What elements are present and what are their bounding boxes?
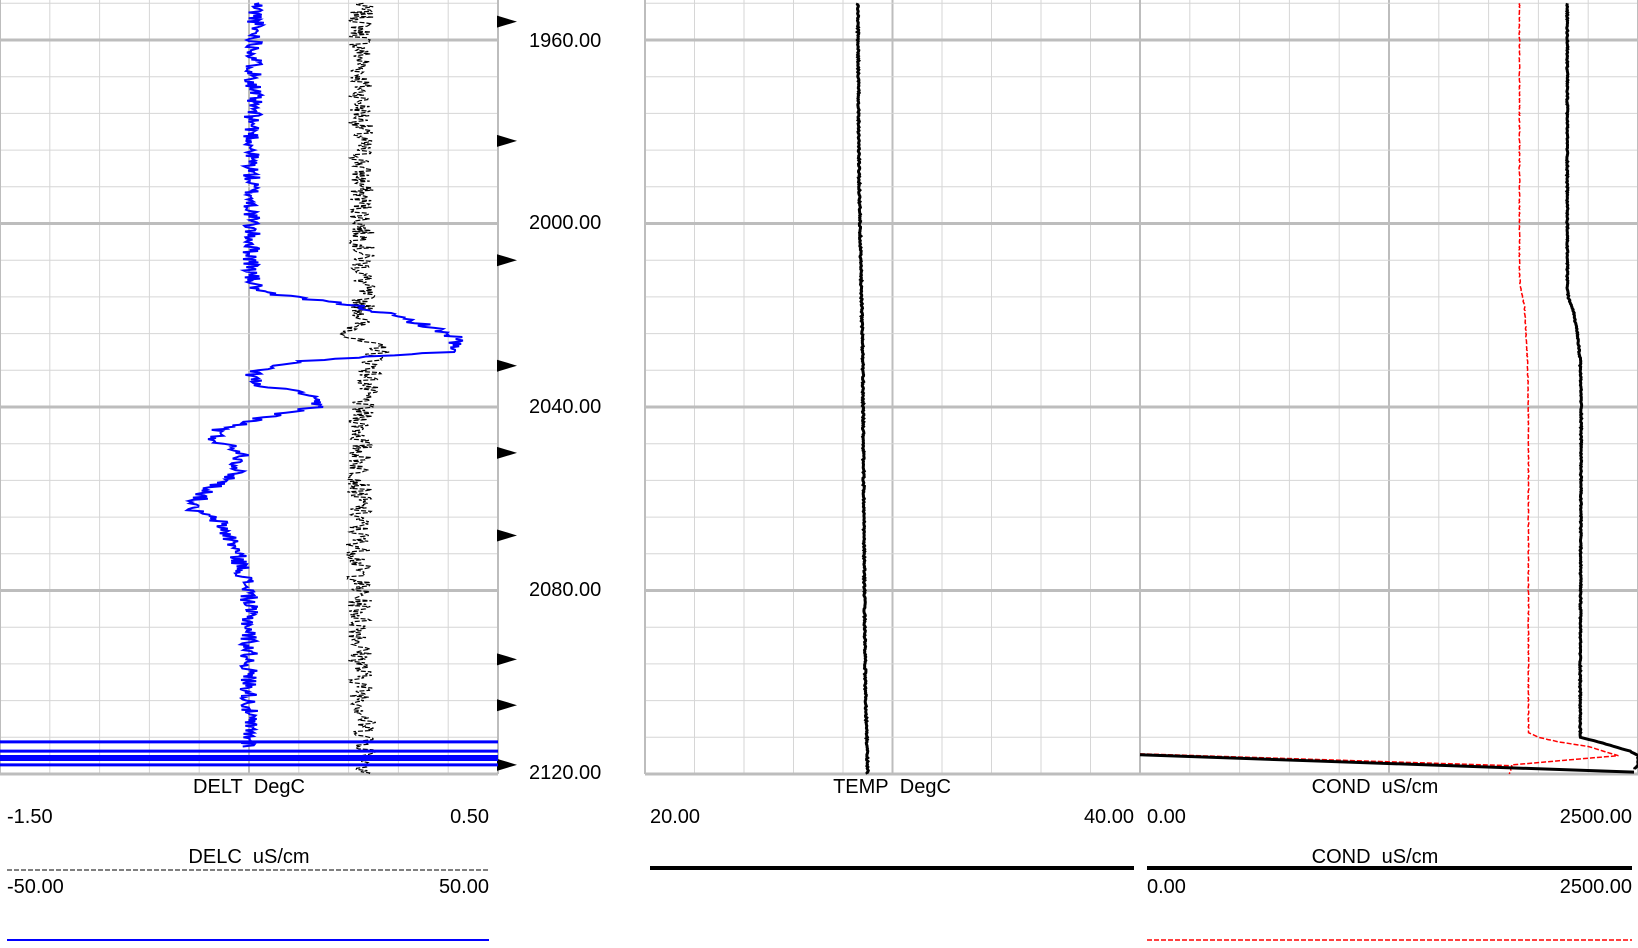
delt-curve xyxy=(339,2,390,775)
cond-curve xyxy=(1508,3,1619,775)
cond-curve xyxy=(1564,2,1638,770)
temp-scale-right: 40.00 xyxy=(1083,806,1134,828)
depth-tick-label: 2080.00 xyxy=(529,579,602,601)
depth-tick-label: 2000.00 xyxy=(529,212,602,234)
depth-marker-triangle xyxy=(497,653,517,666)
depth-marker-triangle xyxy=(497,446,517,459)
depth-marker-triangle xyxy=(497,134,517,147)
depth-tick-label: 2120.00 xyxy=(529,762,602,784)
cond-red-curve-mnemonic: COND uS/cm xyxy=(1311,846,1439,868)
cond-red-scale-left: 0.00 xyxy=(1147,876,1186,898)
delc-curve xyxy=(184,2,464,748)
cond-bottom-sweep xyxy=(1139,753,1635,774)
temp-curve-mnemonic: TEMP DegC xyxy=(833,776,951,798)
depth-marker-triangle xyxy=(497,15,517,28)
cond-red-scale-right: 2500.00 xyxy=(1559,876,1632,898)
delt-scale-right: 0.50 xyxy=(450,806,489,828)
temp-curve xyxy=(854,2,870,775)
delc-curve-mnemonic: DELC uS/cm xyxy=(188,846,310,868)
delc-scale-left: -50.00 xyxy=(7,876,64,898)
cond-bottom-sweep xyxy=(1139,753,1513,767)
cond-curve-mnemonic: COND uS/cm xyxy=(1311,776,1439,798)
temp-scale-left: 20.00 xyxy=(650,806,701,828)
cond-scale-left: 0.00 xyxy=(1147,806,1186,828)
delt-scale-left: -1.50 xyxy=(7,806,53,828)
depth-marker-triangle xyxy=(497,359,517,372)
cond-scale-right: 2500.00 xyxy=(1559,806,1632,828)
depth-marker-triangle xyxy=(497,699,517,712)
depth-marker-triangle xyxy=(497,254,517,267)
delt-curve-mnemonic: DELT DegC xyxy=(193,776,305,798)
depth-marker-triangle xyxy=(497,758,517,771)
depth-marker-triangle xyxy=(497,529,517,542)
depth-tick-label: 2040.00 xyxy=(529,396,602,418)
depth-tick-label: 1960.00 xyxy=(529,30,602,52)
delc-scale-right: 50.00 xyxy=(438,876,489,898)
